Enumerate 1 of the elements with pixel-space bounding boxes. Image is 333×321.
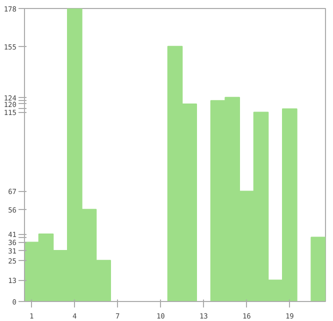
bar [310, 236, 326, 302]
